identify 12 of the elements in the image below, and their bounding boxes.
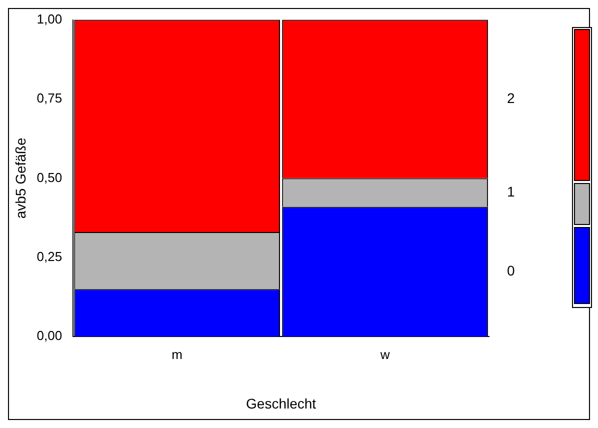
x-tick-label: w <box>379 346 390 362</box>
y-axis-title: avb5 Gefäße <box>12 138 28 219</box>
y-tick-label: 1,00 <box>36 11 62 26</box>
y-tick-label: 0,50 <box>36 170 62 185</box>
series-label: 0 <box>507 262 515 279</box>
x-tick-label: m <box>172 346 182 362</box>
y-tick-label: 0,00 <box>36 328 62 344</box>
series-label: 1 <box>507 183 515 200</box>
y-tick-label: 0,75 <box>36 90 62 106</box>
series-label: 2 <box>507 90 515 106</box>
x-axis-title: Geschlecht <box>246 395 316 412</box>
y-tick-label: 0,25 <box>36 248 62 264</box>
